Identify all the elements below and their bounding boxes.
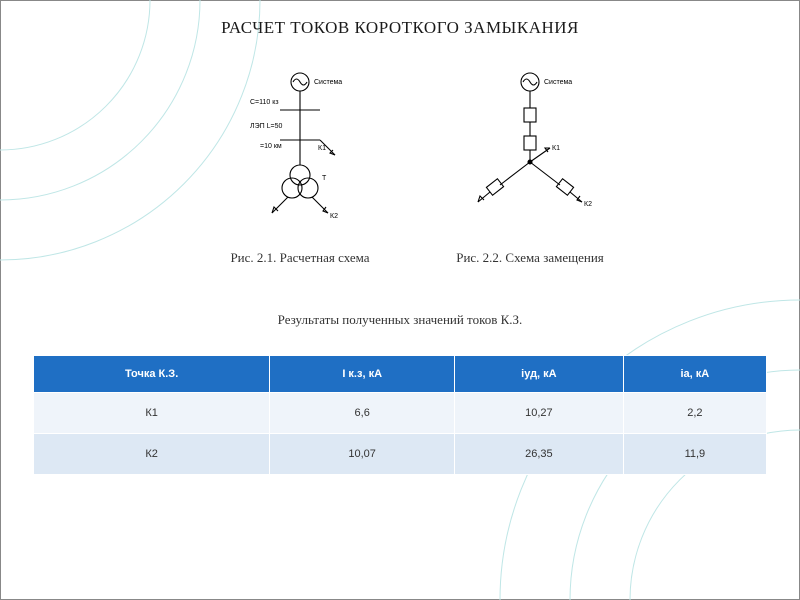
col-ikz: I к.з, кА — [270, 356, 455, 393]
diag-left-l-label: =10 км — [260, 143, 282, 150]
diag-left-k2-label: К2 — [330, 213, 338, 220]
col-iud: iуд, кА — [455, 356, 624, 393]
diagram-captions: Рис. 2.1. Расчетная схема Рис. 2.2. Схем… — [200, 250, 630, 266]
cell: 6,6 — [270, 393, 455, 434]
cell: 2,2 — [623, 393, 766, 434]
col-point: Точка К.З. — [34, 356, 270, 393]
caption-left: Рис. 2.1. Расчетная схема — [200, 250, 400, 266]
results-subhead: Результаты полученных значений токов К.З… — [0, 312, 800, 328]
cell: К2 — [34, 434, 270, 475]
diagram-left: Система C=110 кз ЛЭП L=50 =10 км К1 — [200, 70, 400, 230]
cell: 10,27 — [455, 393, 624, 434]
diagram-right: Система К1 — [430, 70, 630, 230]
diagrams-row: Система C=110 кз ЛЭП L=50 =10 км К1 — [200, 70, 630, 240]
table-row: К2 10,07 26,35 11,9 — [34, 434, 767, 475]
diag-left-c-label: C=110 кз — [250, 99, 279, 106]
diag-right-system-label: Система — [544, 79, 572, 86]
table-header-row: Точка К.З. I к.з, кА iуд, кА iа, кА — [34, 356, 767, 393]
cell: К1 — [34, 393, 270, 434]
diag-right-k1-label: К1 — [552, 145, 560, 152]
diag-left-system-label: Система — [314, 79, 342, 86]
diag-left-k1-label: К1 — [318, 145, 326, 152]
cell: 11,9 — [623, 434, 766, 475]
cell: 10,07 — [270, 434, 455, 475]
caption-right: Рис. 2.2. Схема замещения — [430, 250, 630, 266]
diag-left-line-label: ЛЭП L=50 — [250, 123, 282, 130]
col-ia: iа, кА — [623, 356, 766, 393]
results-table: Точка К.З. I к.з, кА iуд, кА iа, кА К1 6… — [33, 355, 767, 475]
diag-right-k2-label: К2 — [584, 201, 592, 208]
table-row: К1 6,6 10,27 2,2 — [34, 393, 767, 434]
cell: 26,35 — [455, 434, 624, 475]
diag-left-t-label: T — [322, 175, 327, 182]
page-title: РАСЧЕТ ТОКОВ КОРОТКОГО ЗАМЫКАНИЯ — [0, 18, 800, 38]
